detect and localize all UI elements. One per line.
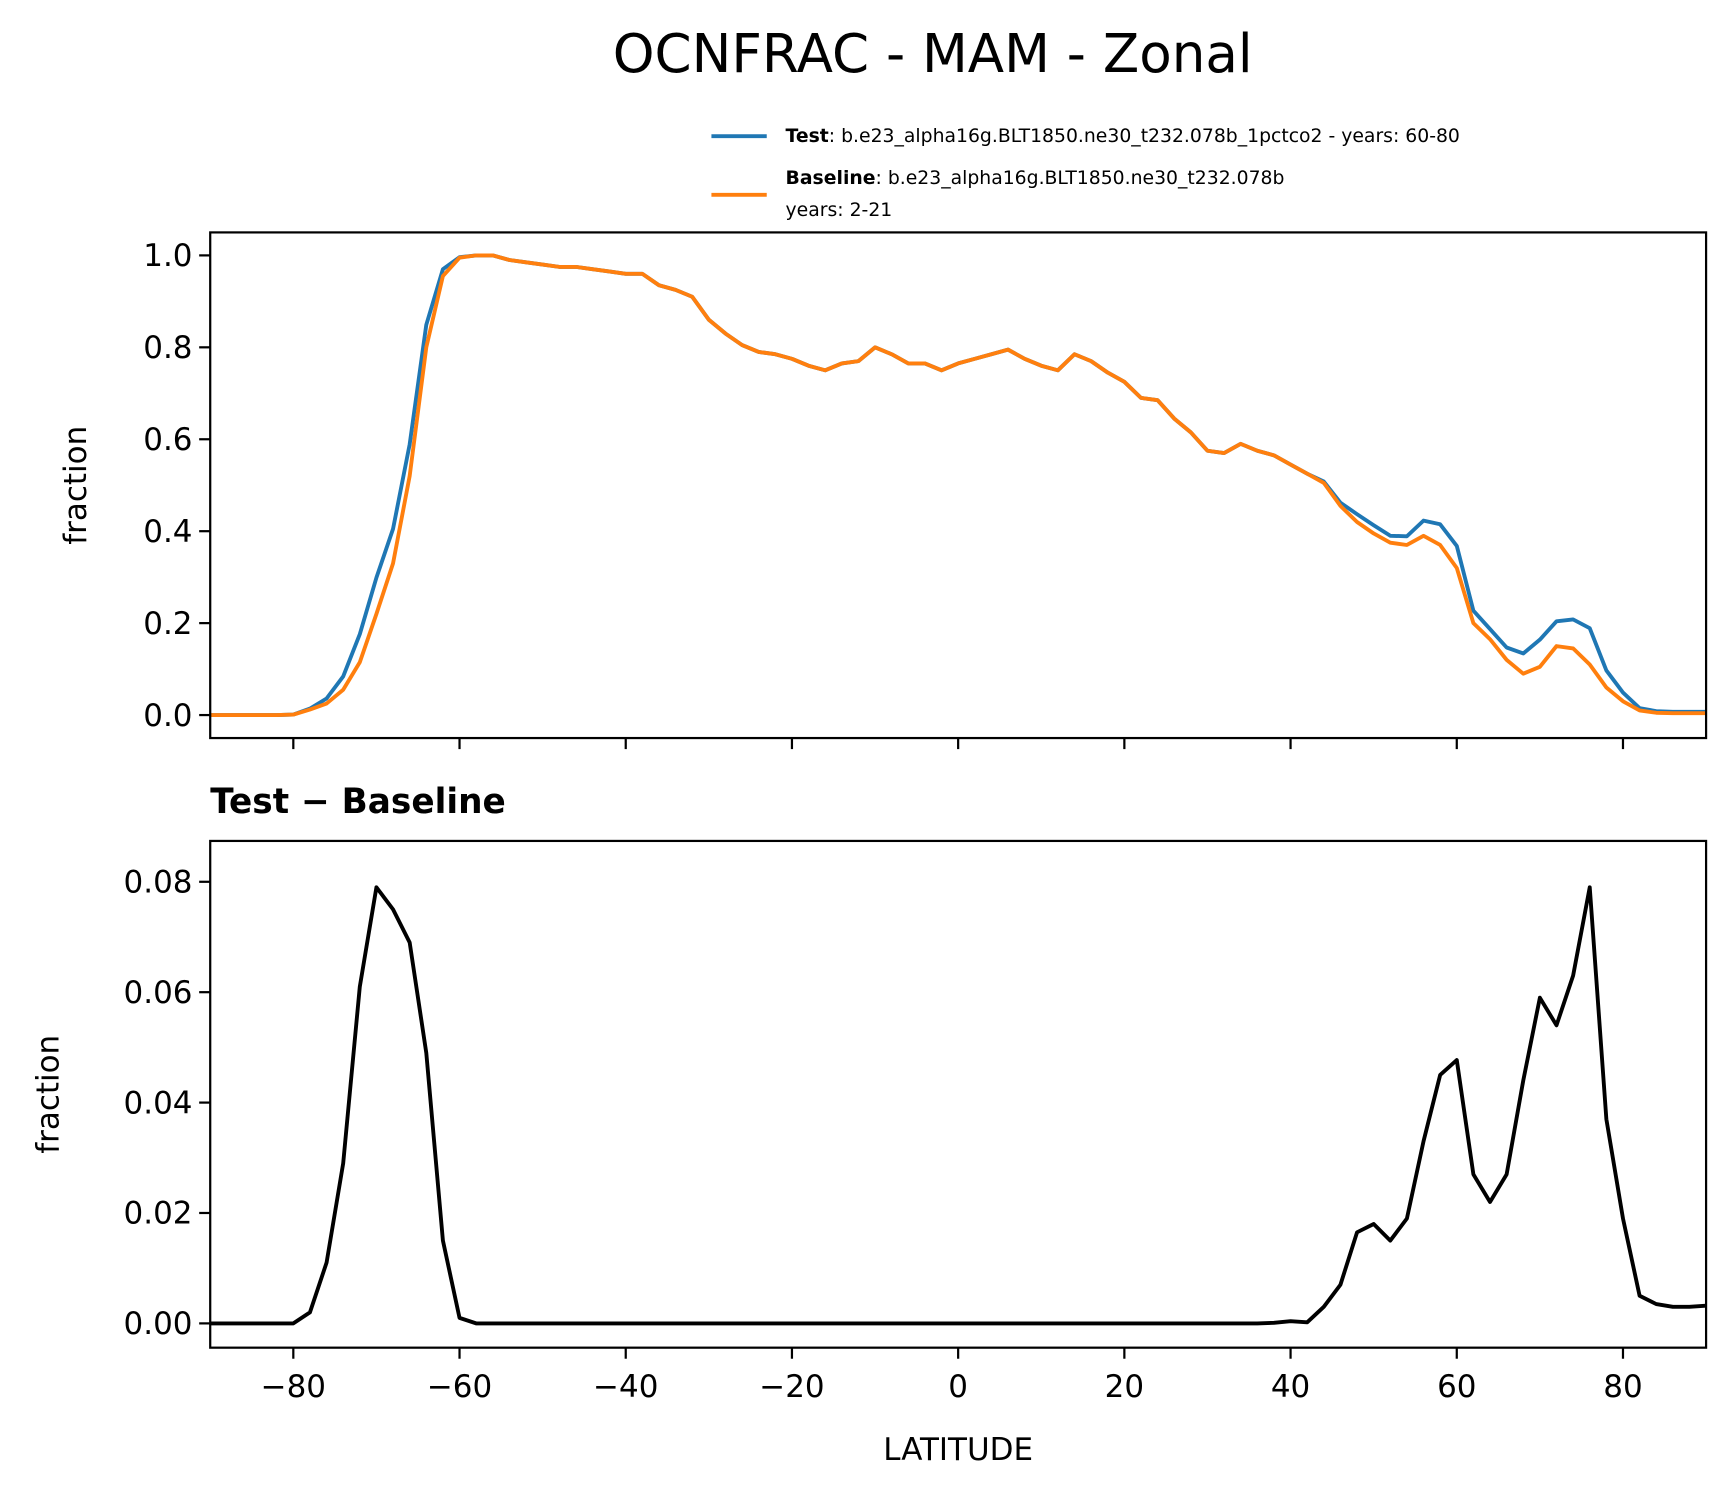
y-axis-label: fraction bbox=[30, 1035, 66, 1154]
y-tick-label: 0.6 bbox=[143, 422, 192, 458]
legend-description: : b.e23_alpha16g.BLT1850.ne30_t232.078b bbox=[876, 168, 1285, 189]
x-tick-label: 60 bbox=[1437, 1369, 1476, 1405]
y-tick-label: 0.04 bbox=[124, 1085, 193, 1121]
x-tick-label: −20 bbox=[759, 1369, 824, 1405]
x-tick-label: −40 bbox=[593, 1369, 658, 1405]
legend-description: : b.e23_alpha16g.BLT1850.ne30_t232.078b_… bbox=[829, 126, 1460, 147]
y-tick-label: 0.06 bbox=[124, 975, 193, 1011]
y-tick-label: 0.00 bbox=[124, 1306, 193, 1342]
legend-label: Test: b.e23_alpha16g.BLT1850.ne30_t232.0… bbox=[786, 126, 1460, 147]
x-tick-label: −60 bbox=[427, 1369, 492, 1405]
y-tick-label: 0.02 bbox=[124, 1196, 193, 1232]
data-line bbox=[210, 885, 1707, 1326]
y-tick-label: 0.08 bbox=[124, 864, 193, 900]
y-axis-label: fraction bbox=[58, 426, 94, 545]
y-tick-label: 0.8 bbox=[143, 330, 192, 366]
legend-name: Test bbox=[786, 126, 829, 147]
x-axis-label: LATITUDE bbox=[883, 1432, 1033, 1468]
x-tick-label: −80 bbox=[261, 1369, 326, 1405]
x-tick-label: 40 bbox=[1271, 1369, 1310, 1405]
x-tick-label: 80 bbox=[1603, 1369, 1642, 1405]
axes-title: Test − Baseline bbox=[210, 782, 506, 822]
x-tick-label: 20 bbox=[1105, 1369, 1144, 1405]
y-tick-label: 0.2 bbox=[143, 606, 192, 642]
figure-title: OCNFRAC - MAM - Zonal bbox=[613, 23, 1253, 85]
legend-description: years: 2-21 bbox=[786, 200, 893, 221]
data-line bbox=[210, 253, 1707, 717]
x-tick-label: 0 bbox=[948, 1369, 968, 1405]
y-tick-label: 0.0 bbox=[143, 698, 192, 734]
y-tick-label: 0.4 bbox=[143, 514, 192, 550]
legend-label: Baseline: b.e23_alpha16g.BLT1850.ne30_t2… bbox=[786, 168, 1285, 189]
y-tick-label: 1.0 bbox=[143, 238, 192, 274]
legend-name: Baseline bbox=[786, 168, 876, 189]
